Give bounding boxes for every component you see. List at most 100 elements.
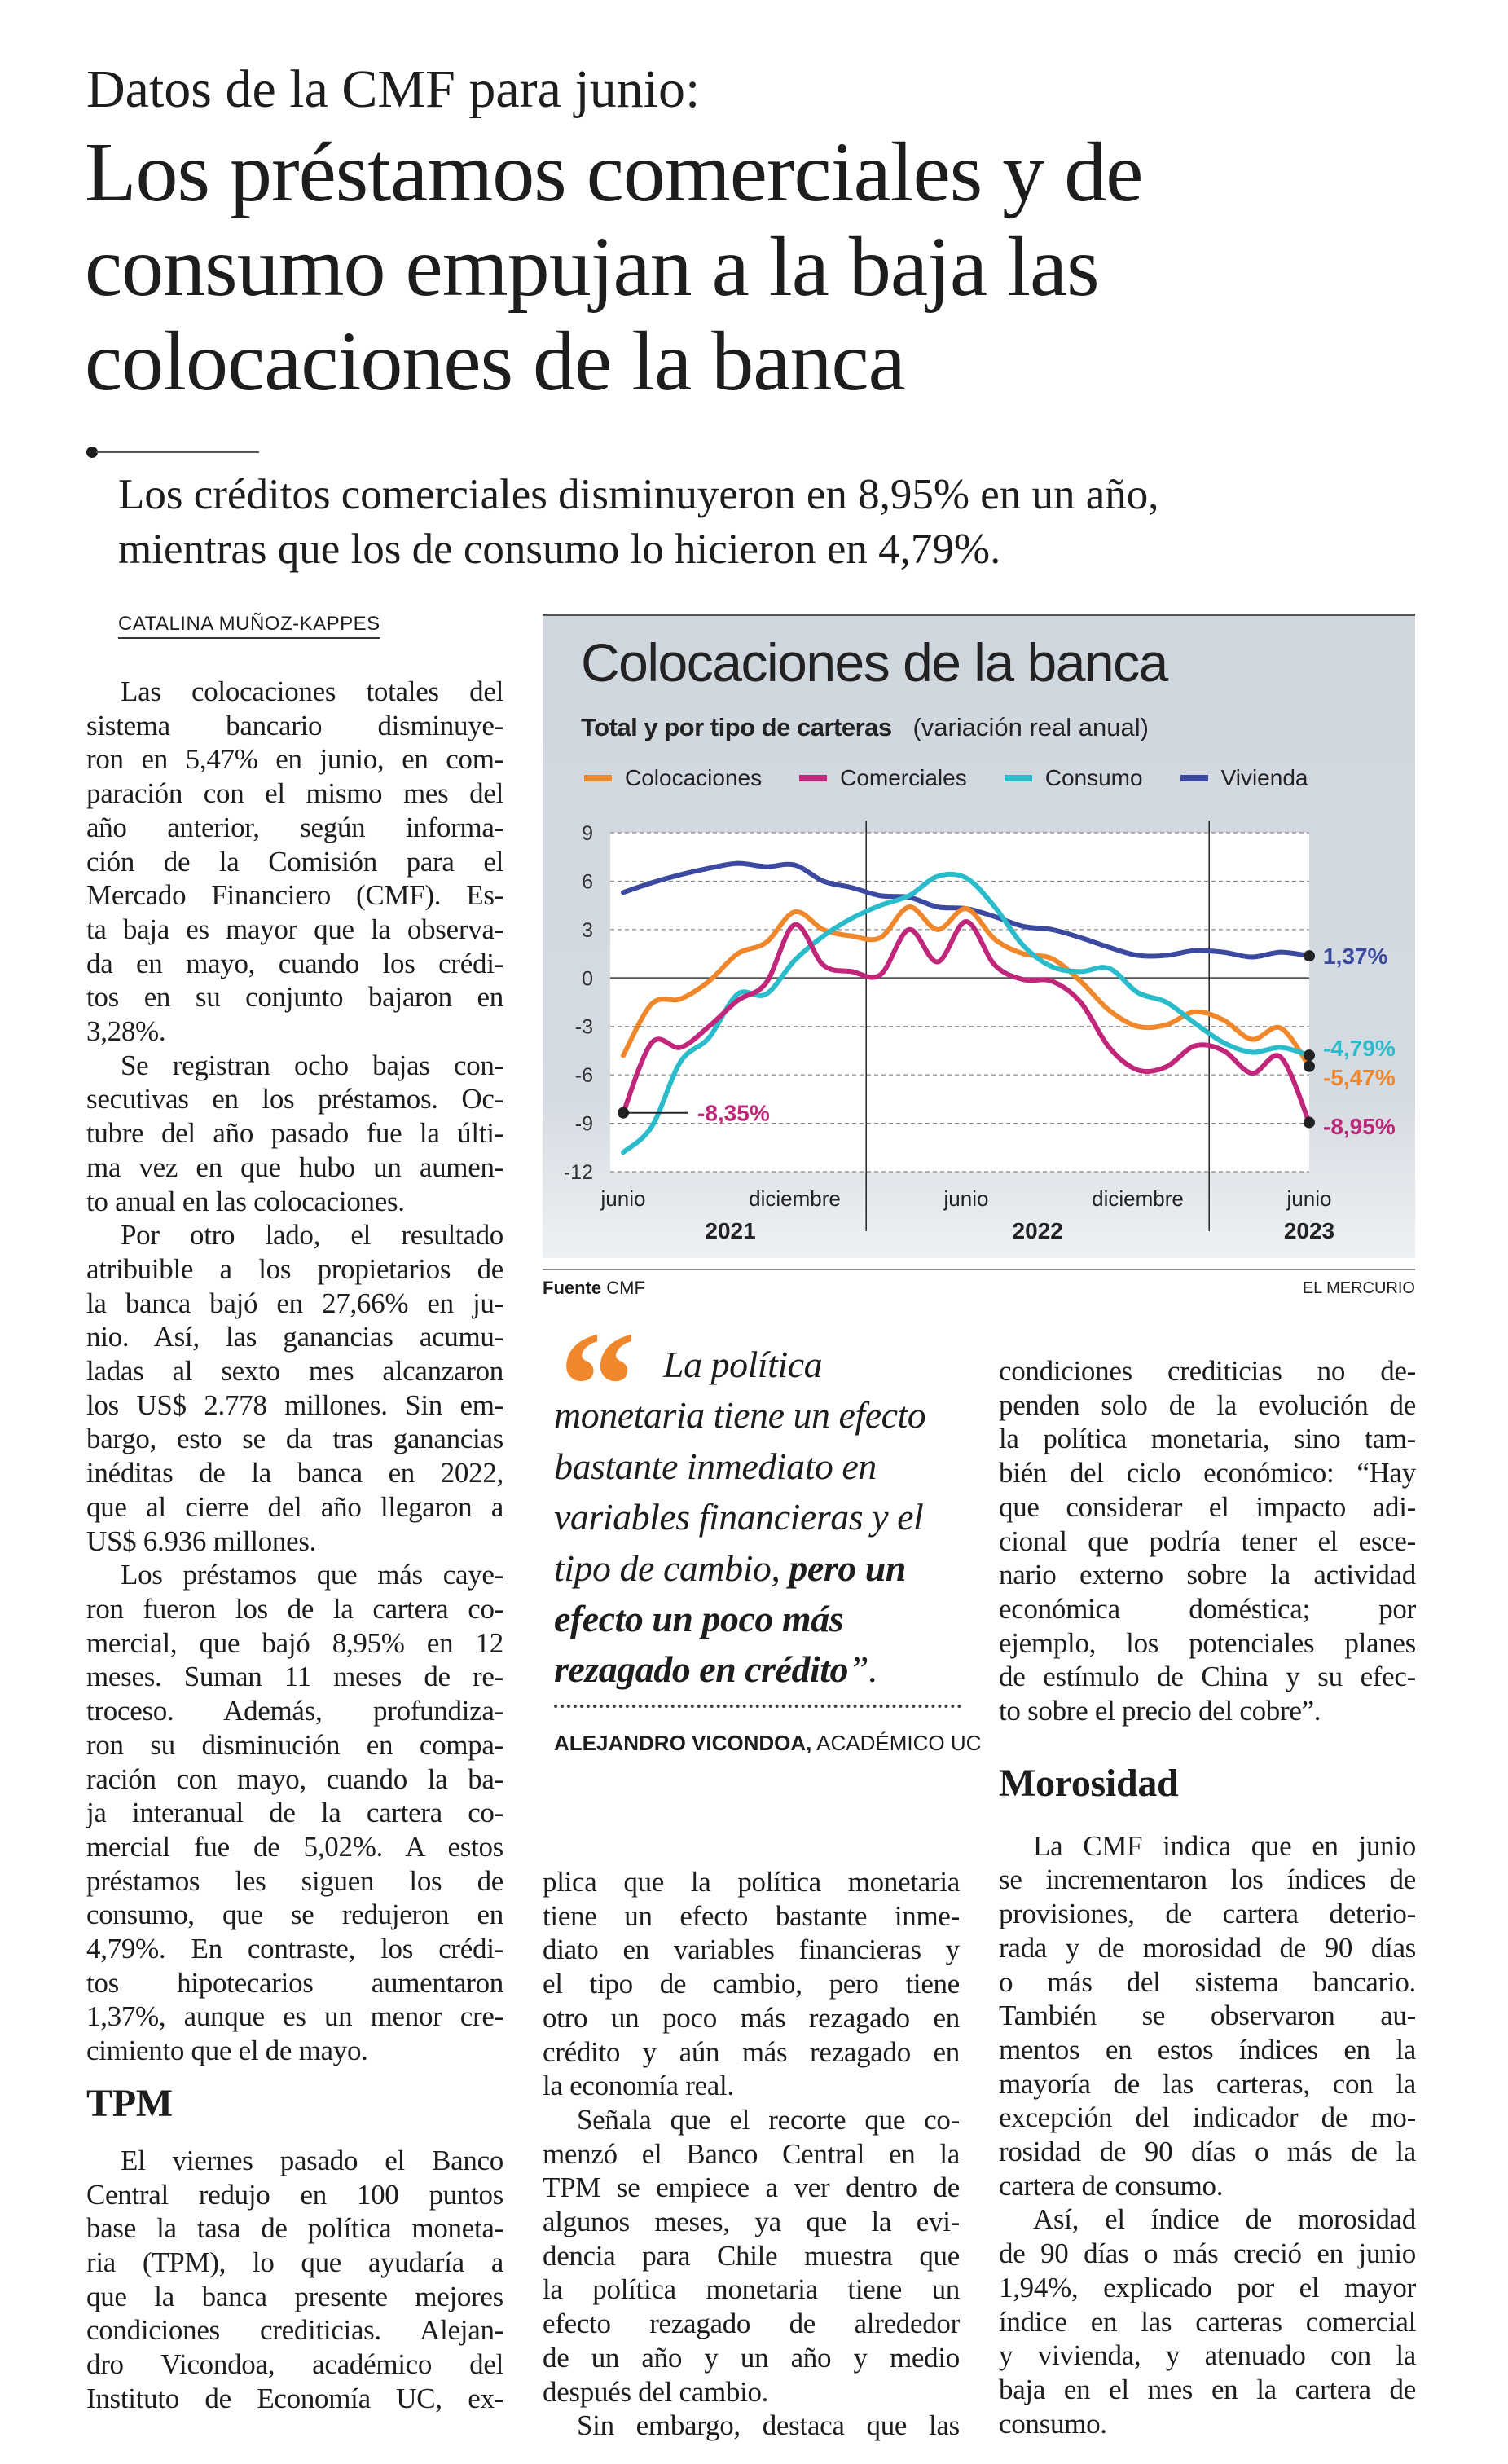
paragraph: Se registran ocho bajas con-secutivas en… (86, 1049, 503, 1219)
text-line: Mercado Financiero (CMF). Es- (86, 879, 503, 912)
year-label: 2022 (1013, 1218, 1063, 1243)
quote-line: efecto un poco más (554, 1594, 978, 1644)
text-line: ron su disminución en compa- (86, 1728, 503, 1761)
text-line: inéditas de la banca en 2022, (86, 1457, 503, 1489)
text-line: ejemplo, los potenciales planes (999, 1626, 1416, 1659)
y-tick-label: 6 (582, 870, 593, 893)
paragraph: Las colocaciones totales del sistema banc… (86, 675, 503, 1049)
chart-subtitle-bold: Total y por tipo de carteras (581, 713, 892, 741)
legend-swatch (1004, 775, 1032, 781)
end-value-label: -8,95% (1323, 1114, 1396, 1139)
text-line: ron en 5,47% en junio, en com- (86, 743, 503, 776)
chart-plot: 9 6 3 0 -3 -6 -9 -12 junio diciembre junio diciembr… (543, 821, 1415, 1270)
y-tick-label: -3 (575, 1016, 593, 1039)
text-line: efecto rezagado de alrededor (543, 2308, 960, 2340)
quote-mark-icon: “ (559, 1300, 636, 1472)
start-point-marker (618, 1107, 629, 1119)
quote-fragment: ”. (848, 1648, 878, 1691)
source-value: CMF (601, 1278, 645, 1298)
pull-quote: La política monetaria tiene un efecto ba… (554, 1340, 978, 1696)
text-line: sistema bancario disminuye- (86, 709, 503, 741)
text-line: la banca bajó en 27,66% en ju- (86, 1287, 503, 1319)
text-line: tubre del año pasado fue la últi- (86, 1117, 503, 1150)
text-line: consumo. (999, 2407, 1107, 2440)
paragraph: El viernes pasado el Banco Central redujo… (86, 2144, 503, 2416)
text-line: atribuible a los propietarios de (86, 1252, 503, 1285)
text-line: excepción del indicador de mo- (999, 2101, 1416, 2134)
text-line: condiciones crediticias. Alejan- (86, 2314, 503, 2347)
text-line: 3,28%. (86, 1015, 166, 1048)
bullet-dot (86, 447, 98, 458)
section-heading-tpm: TPM (86, 2081, 173, 2125)
x-tick-label: diciembre (749, 1186, 841, 1211)
text-line: ladas al sexto mes alcanzaron (86, 1355, 503, 1388)
text-line: rada y de morosidad de 90 días (999, 1931, 1416, 1964)
text-line: préstamos les siguen los de (86, 1864, 503, 1897)
y-tick-label: -6 (575, 1064, 593, 1087)
text-line: rosidad de 90 días o más de la (999, 2136, 1416, 2168)
chart-title: Colocaciones de la banca (581, 632, 1168, 693)
text-line: Los préstamos que más caye- (121, 1559, 503, 1591)
series-line-comerciales (621, 918, 1312, 1125)
quote-line: rezagado en crédito”. (554, 1644, 978, 1695)
text-line: También se observaron au- (999, 2000, 1416, 2032)
quote-emphasis: pero un (789, 1547, 906, 1589)
paragraph: plica que la política monetaria tiene un … (543, 1865, 960, 2103)
divider (96, 451, 259, 453)
text-line: condiciones crediticias no de- (999, 1355, 1416, 1387)
chart-colocaciones: 9 6 3 0 -3 -6 -9 -12 junio diciembre junio diciembr… (543, 614, 1415, 1306)
legend-item: Colocaciones (584, 765, 762, 791)
text-line: después del cambio. (543, 2375, 769, 2408)
text-line: económica doméstica; por (999, 1592, 1416, 1625)
text-line: El viernes pasado el Banco (121, 2144, 503, 2176)
text-line: mercial fue de 5,02%. A estos (86, 1830, 503, 1863)
y-tick-label: -12 (564, 1161, 593, 1184)
quote-attribution: ALEJANDRO VICONDOA, ACADÉMICO UC (554, 1731, 981, 1756)
text-line: paración con el mismo mes del (86, 777, 503, 810)
text-line: diato en variables financieras y (543, 1934, 960, 1966)
text-line: o más del sistema bancario. (999, 1965, 1416, 1998)
text-line: to sobre el precio del cobre”. (999, 1695, 1321, 1727)
text-line: cional que podría tener el esce- (999, 1525, 1416, 1557)
text-line: ta baja es mayor que la observa- (86, 913, 503, 945)
dotted-divider (554, 1705, 961, 1708)
attribution-name: ALEJANDRO VICONDOA, (554, 1731, 812, 1755)
quote-emphasis: efecto un poco más (554, 1598, 844, 1640)
end-value-label: -4,79% (1323, 1036, 1396, 1061)
text-line: base la tasa de política moneta- (86, 2212, 503, 2245)
text-line: que considerar el impacto adi- (999, 1490, 1416, 1523)
text-line: ja interanual de la cartera co- (86, 1797, 503, 1829)
paragraph: Los préstamos que más caye-ron fueron lo… (86, 1558, 503, 2068)
chart-subtitle-note: (variación real anual) (912, 713, 1149, 741)
legend-label: Comerciales (840, 765, 967, 790)
quote-line: tipo de cambio, pero un (554, 1543, 978, 1594)
text-line: ración con mayo, cuando la ba- (86, 1762, 503, 1795)
x-tick-label: junio (943, 1186, 989, 1211)
section-heading-morosidad: Morosidad (999, 1761, 1179, 1805)
deck: Los créditos comerciales disminuyeron en… (118, 468, 1159, 577)
series-line-consumo (621, 871, 1312, 1155)
text-line: consumo, que se redujeron en (86, 1899, 503, 1931)
text-line: 1,37%, aunque es un menor cre- (86, 2000, 503, 2033)
paragraph: Sin embargo, destaca que las (543, 2409, 960, 2443)
text-line: troceso. Además, profundiza- (86, 1695, 503, 1727)
legend-swatch (799, 775, 828, 781)
left-column: Las colocaciones totales del sistema banc… (86, 675, 503, 2415)
legend-item: Consumo (1004, 765, 1143, 791)
text-line: mayoría de las carteras, con la (999, 2067, 1416, 2100)
x-tick-label: junio (1286, 1186, 1332, 1211)
text-line: Por otro lado, el resultado (121, 1219, 503, 1252)
text-line: que al cierre del año llegaron a (86, 1490, 503, 1523)
text-line: la política monetaria, sino tam- (999, 1423, 1416, 1455)
legend-item: Comerciales (799, 765, 967, 791)
byline: CATALINA MUÑOZ-KAPPES (118, 613, 380, 639)
text-line: que la banca presente mejores (86, 2280, 503, 2312)
legend-label: Colocaciones (625, 765, 763, 790)
text-line: el tipo de cambio, pero tiene (543, 1968, 960, 2000)
text-line: mentos en estos índices en la (999, 2033, 1416, 2066)
text-line: Las colocaciones totales del (121, 675, 503, 707)
text-line: ria (TPM), lo que ayudaría a (86, 2246, 503, 2278)
plot-area (610, 833, 1309, 1172)
start-value-label: -8,35% (697, 1101, 770, 1126)
y-tick-label: -9 (575, 1113, 593, 1136)
